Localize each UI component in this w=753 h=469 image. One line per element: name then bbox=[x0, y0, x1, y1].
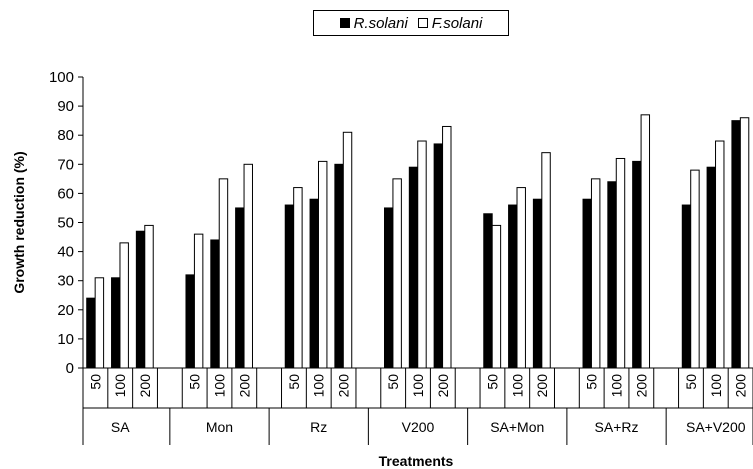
bar-f-solani bbox=[739, 117, 750, 369]
bar-r-solani bbox=[632, 160, 642, 369]
bar-r-solani bbox=[433, 143, 444, 369]
x-dose-label: 200 bbox=[336, 374, 352, 398]
bar-r-solani bbox=[235, 207, 245, 369]
x-axis-title: Treatments bbox=[379, 453, 454, 469]
bar-r-solani bbox=[210, 239, 220, 369]
x-group-label: Rz bbox=[310, 419, 327, 435]
y-tick-label: 100 bbox=[49, 69, 74, 86]
x-dose-label: 200 bbox=[733, 374, 749, 398]
x-dose-label: 50 bbox=[87, 374, 103, 390]
legend-swatch-r-solani bbox=[339, 18, 350, 28]
x-dose-label: 50 bbox=[584, 374, 600, 390]
x-group-label: SA bbox=[111, 419, 130, 435]
bar-f-solani bbox=[342, 131, 353, 369]
bar-r-solani bbox=[731, 120, 741, 369]
bar-r-solani bbox=[483, 213, 493, 369]
bar-r-solani bbox=[309, 198, 319, 369]
bar-r-solani bbox=[334, 163, 344, 369]
x-group-label: SA+V200 bbox=[686, 419, 746, 435]
y-tick-label: 50 bbox=[57, 215, 74, 232]
bar-r-solani bbox=[408, 166, 419, 369]
legend-label-r-solani: R.solani bbox=[353, 14, 408, 32]
y-tick-label: 90 bbox=[57, 98, 74, 115]
legend-item-f-solani: F.solani bbox=[417, 14, 483, 32]
bar-r-solani bbox=[508, 204, 518, 369]
bar-f-solani bbox=[119, 242, 129, 369]
x-group-label: SA+Rz bbox=[595, 419, 639, 435]
bar-r-solani bbox=[706, 166, 717, 369]
bar-f-solani bbox=[94, 277, 105, 369]
bar-r-solani bbox=[111, 277, 121, 369]
x-group-label: V200 bbox=[402, 419, 435, 435]
x-dose-label: 50 bbox=[187, 374, 203, 390]
x-dose-label: 200 bbox=[633, 374, 649, 398]
bar-f-solani bbox=[293, 187, 303, 369]
bar-f-solani bbox=[243, 163, 253, 369]
bar-f-solani bbox=[218, 178, 229, 369]
legend-label-f-solani: F.solani bbox=[431, 14, 483, 32]
bar-f-solani bbox=[442, 125, 452, 369]
x-dose-label: 100 bbox=[708, 374, 724, 398]
y-tick-label: 0 bbox=[66, 360, 74, 377]
bar-f-solani bbox=[690, 169, 700, 369]
x-dose-label: 50 bbox=[484, 374, 500, 390]
x-dose-label: 100 bbox=[211, 374, 227, 398]
x-dose-label: 200 bbox=[435, 374, 451, 398]
x-dose-label: 100 bbox=[112, 374, 128, 398]
bar-r-solani bbox=[532, 198, 543, 369]
bar-f-solani bbox=[590, 178, 601, 369]
bar-r-solani bbox=[185, 274, 195, 369]
x-dose-label: 50 bbox=[683, 374, 699, 390]
legend-item-r-solani: R.solani bbox=[339, 14, 408, 32]
x-dose-label: 100 bbox=[609, 374, 625, 398]
bar-f-solani bbox=[193, 233, 204, 369]
bar-r-solani bbox=[86, 297, 96, 369]
x-dose-label: 50 bbox=[385, 374, 401, 390]
bar-f-solani bbox=[640, 114, 651, 369]
bar-r-solani bbox=[582, 198, 592, 369]
x-dose-label: 200 bbox=[137, 374, 153, 398]
bar-f-solani bbox=[417, 140, 427, 369]
x-dose-label: 200 bbox=[534, 374, 550, 398]
x-dose-label: 100 bbox=[509, 374, 525, 398]
y-tick-label: 10 bbox=[57, 331, 74, 348]
bar-f-solani bbox=[491, 224, 502, 369]
legend-swatch-f-solani bbox=[417, 18, 428, 28]
y-axis-title: Growth reduction (%) bbox=[11, 151, 27, 293]
bar-f-solani bbox=[392, 178, 402, 369]
y-tick-label: 20 bbox=[57, 302, 74, 319]
y-tick-label: 70 bbox=[57, 156, 74, 173]
bar-r-solani bbox=[135, 230, 146, 369]
bar-r-solani bbox=[681, 204, 692, 369]
bar-r-solani bbox=[384, 207, 394, 369]
bar-f-solani bbox=[541, 152, 551, 369]
bar-f-solani bbox=[615, 157, 626, 369]
x-group-label: Mon bbox=[206, 419, 233, 435]
bar-f-solani bbox=[516, 187, 526, 369]
x-dose-label: 100 bbox=[410, 374, 426, 398]
x-group-label: SA+Mon bbox=[490, 419, 544, 435]
y-tick-label: 80 bbox=[57, 127, 74, 144]
bar-r-solani bbox=[284, 204, 295, 369]
bar-r-solani bbox=[607, 181, 617, 369]
bar-f-solani bbox=[144, 224, 154, 369]
bar-f-solani bbox=[715, 140, 725, 369]
legend: R.solani F.solani bbox=[313, 10, 509, 36]
bar-f-solani bbox=[317, 160, 328, 369]
y-tick-label: 30 bbox=[57, 273, 74, 290]
y-tick-label: 60 bbox=[57, 185, 74, 202]
x-dose-label: 200 bbox=[236, 374, 252, 398]
y-tick-label: 40 bbox=[57, 244, 74, 261]
x-dose-label: 50 bbox=[286, 374, 302, 390]
x-dose-label: 100 bbox=[311, 374, 327, 398]
